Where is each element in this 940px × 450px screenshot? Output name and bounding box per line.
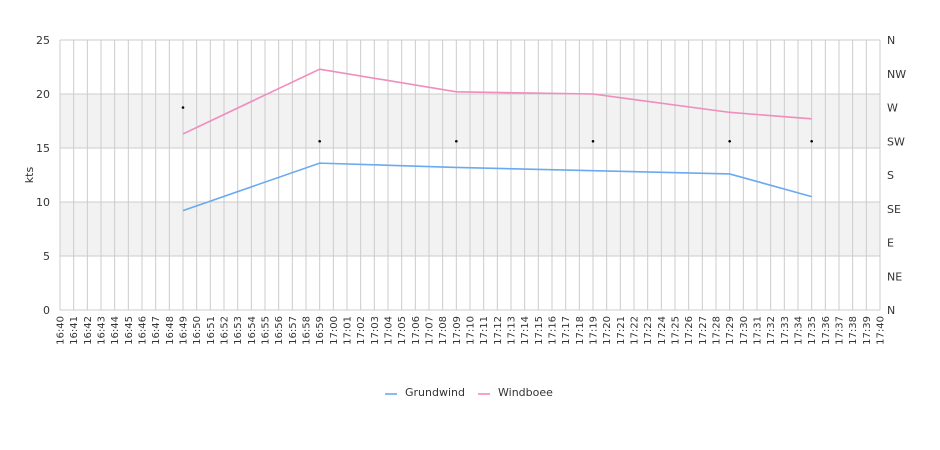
x-tick-label: 17:06: [411, 316, 422, 345]
x-tick-label: 17:07: [425, 316, 436, 345]
direction-marker: [728, 139, 731, 143]
x-tick-label: 16:51: [206, 316, 217, 345]
x-tick-label: 16:49: [179, 316, 190, 345]
x-tick-label: 16:59: [315, 316, 326, 345]
x-tick-label: 16:40: [56, 316, 67, 345]
x-tick-label: 17:36: [821, 316, 832, 345]
x-tick-label: 16:48: [165, 316, 176, 345]
direction-axis-ticks: N NE E SE S SW W NW N: [887, 34, 906, 317]
series-line-grundwind: [182, 162, 812, 212]
direction-tick-label: E: [887, 237, 894, 250]
x-tick-label: 16:44: [110, 316, 121, 345]
x-tick-label: 16:55: [261, 316, 272, 345]
x-axis-ticks: 16:40 16:41 16:42 16:43 16:44 16:45 16:46 16:47…: [56, 316, 887, 345]
x-tick-label: 17:21: [616, 316, 627, 345]
legend-label: Grundwind: [405, 386, 465, 399]
x-tick-label: 17:38: [848, 316, 859, 345]
x-tick-label: 17:27: [698, 316, 709, 345]
y-tick-label: 0: [43, 304, 50, 317]
x-tick-label: 16:41: [69, 316, 80, 345]
x-tick-label: 16:45: [124, 316, 135, 345]
direction-tick-label: N: [887, 34, 895, 47]
x-tick-label: 17:05: [397, 316, 408, 345]
x-tick-label: 17:00: [329, 316, 340, 345]
x-tick-label: 17:13: [507, 316, 518, 345]
x-tick-label: 16:46: [138, 316, 149, 345]
y-axis-label: kts: [23, 167, 36, 184]
x-tick-label: 17:17: [561, 316, 572, 345]
x-tick-label: 17:32: [766, 316, 777, 345]
x-tick-label: 17:30: [739, 316, 750, 345]
direction-marker: [591, 139, 595, 143]
series-lines: [182, 68, 812, 212]
y-axis-ticks: 0 5 10 15 20 25: [36, 34, 50, 317]
x-tick-label: 17:19: [589, 316, 600, 345]
x-tick-label: 17:24: [657, 316, 668, 345]
x-tick-label: 16:58: [302, 316, 313, 345]
x-tick-label: 16:54: [247, 316, 258, 345]
x-tick-label: 17:34: [794, 316, 805, 345]
x-tick-label: 17:08: [438, 316, 449, 345]
legend: Grundwind Windboee: [385, 386, 553, 399]
x-tick-label: 17:02: [356, 316, 367, 345]
x-tick-label: 17:10: [466, 316, 477, 345]
legend-label: Windboee: [498, 386, 553, 399]
x-tick-label: 16:42: [83, 316, 94, 345]
x-tick-label: 17:15: [534, 316, 545, 345]
direction-marker: [455, 139, 458, 143]
direction-tick-label: S: [887, 169, 894, 182]
x-tick-label: 17:39: [862, 316, 873, 345]
x-tick-label: 17:23: [643, 316, 654, 345]
x-tick-label: 17:03: [370, 316, 381, 345]
x-tick-label: 17:01: [343, 316, 354, 345]
x-tick-label: 16:50: [192, 316, 203, 345]
x-tick-label: 17:35: [807, 316, 818, 345]
y-tick-label: 25: [36, 34, 50, 47]
x-tick-label: 17:33: [780, 316, 791, 345]
x-tick-label: 17:18: [575, 316, 586, 345]
x-tick-label: 17:12: [493, 316, 504, 345]
horizontal-grid: [60, 39, 880, 311]
x-tick-label: 17:37: [835, 316, 846, 345]
x-tick-label: 17:26: [684, 316, 695, 345]
direction-tick-label: N: [887, 304, 895, 317]
x-tick-label: 17:11: [479, 316, 490, 345]
vertical-grid: [59, 40, 881, 310]
x-tick-label: 16:57: [288, 316, 299, 345]
direction-marker: [810, 139, 813, 143]
y-tick-label: 15: [36, 142, 50, 155]
y-tick-label: 5: [43, 250, 50, 263]
x-tick-label: 17:09: [452, 316, 463, 345]
direction-tick-label: NW: [887, 68, 906, 81]
direction-marker: [181, 106, 185, 109]
x-tick-label: 17:14: [520, 316, 531, 345]
direction-marker: [318, 139, 321, 143]
x-tick-label: 17:22: [630, 316, 641, 345]
x-tick-label: 17:29: [725, 316, 736, 345]
x-tick-label: 16:47: [151, 316, 162, 345]
x-tick-label: 17:28: [712, 316, 723, 345]
x-tick-label: 17:20: [602, 316, 613, 345]
x-tick-label: 17:40: [876, 316, 887, 345]
x-tick-label: 16:53: [233, 316, 244, 345]
x-tick-label: 16:52: [220, 316, 231, 345]
y-tick-label: 20: [36, 88, 50, 101]
direction-tick-label: SW: [887, 135, 905, 148]
x-tick-label: 16:43: [97, 316, 108, 345]
x-tick-label: 16:56: [274, 316, 285, 345]
direction-tick-label: W: [887, 102, 898, 115]
direction-tick-label: SE: [887, 203, 901, 216]
x-tick-label: 17:31: [753, 316, 764, 345]
direction-markers: [181, 106, 813, 143]
y-tick-label: 10: [36, 196, 50, 209]
x-tick-label: 17:04: [384, 316, 395, 345]
series-line-windboee: [182, 68, 812, 135]
x-tick-label: 17:16: [548, 316, 559, 345]
x-tick-label: 17:25: [671, 316, 682, 345]
direction-tick-label: NE: [887, 270, 902, 283]
